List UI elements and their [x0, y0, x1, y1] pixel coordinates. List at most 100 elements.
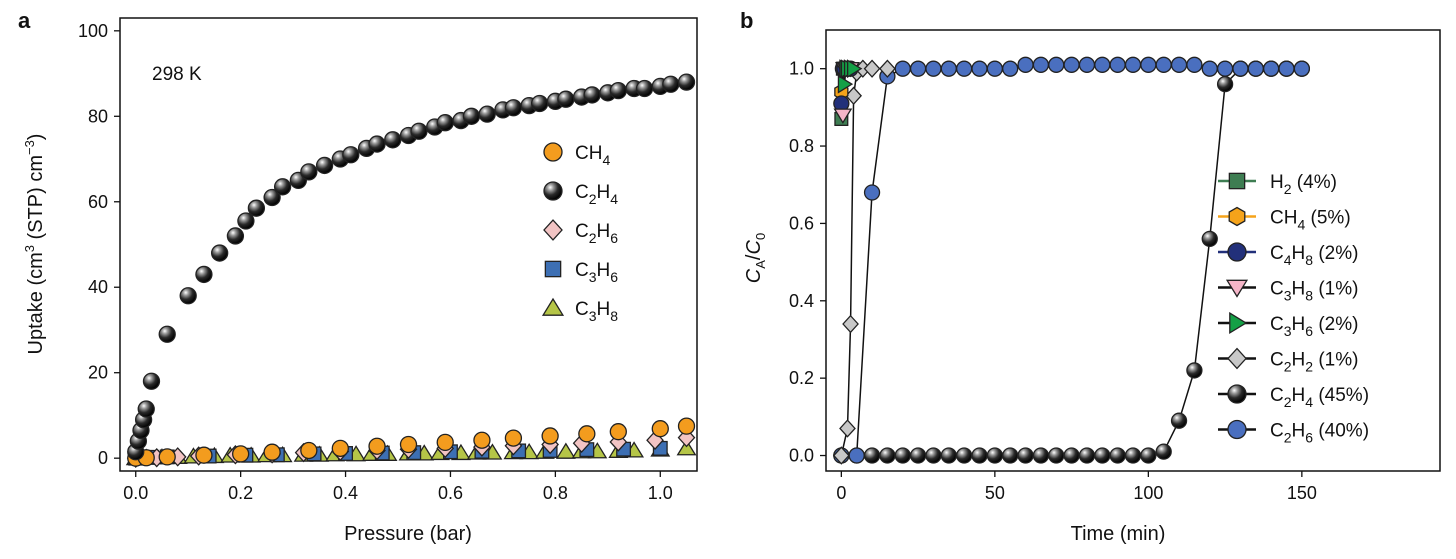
- legend-b: H2 (4%) CH4 (5%) C4H8 (2%) C3H8 (1%) C3H6 (2…: [1218, 172, 1369, 446]
- point-c2h4-45: [1109, 447, 1126, 464]
- legend-marker-c3h6: [544, 260, 562, 278]
- legend-label-c2h4-45: C2H4 (45%): [1270, 385, 1369, 410]
- legend-marker-c3h6-2: [1229, 311, 1248, 335]
- point-c2h6-40: [1140, 56, 1157, 73]
- point-ch4: [300, 441, 318, 460]
- point-c2h4: [436, 114, 454, 132]
- point-ch4: [541, 427, 559, 445]
- y-axis-label-b: CA/C0: [743, 233, 768, 283]
- temperature-annotation: 298 K: [152, 64, 202, 85]
- point-c2h4: [583, 86, 601, 104]
- point-ch4: [504, 429, 523, 447]
- x-axis-label-b: Time (min): [1071, 523, 1166, 545]
- point-c2h4-45: [956, 447, 973, 464]
- point-c2h4: [137, 400, 155, 418]
- point-c2h4: [677, 73, 696, 91]
- point-ch4: [331, 439, 349, 458]
- point-c2h4-45: [1140, 447, 1157, 464]
- point-c2h4: [179, 287, 197, 305]
- point-c2h4-45: [1048, 447, 1065, 464]
- panel-letter-a: a: [18, 8, 31, 33]
- legend-marker-c2h4: [543, 181, 563, 201]
- point-c2h6-40: [848, 447, 865, 464]
- a-x-tick-label: 0.0: [123, 483, 148, 503]
- legend-label-c3h6-2: C3H6 (2%): [1270, 314, 1358, 339]
- b-x-tick-label: 150: [1287, 483, 1317, 503]
- point-c2h4-45: [1216, 76, 1234, 93]
- point-c3h8: [676, 439, 697, 456]
- point-c2h6-40: [863, 184, 881, 201]
- legend-label-h2-4: H2 (4%): [1270, 172, 1337, 197]
- point-c2h4: [557, 90, 575, 108]
- point-c2h4: [211, 244, 229, 262]
- b-y-tick-label: 0.2: [789, 368, 814, 388]
- point-c2h4-45: [1032, 447, 1050, 464]
- panel-letter-b: b: [740, 8, 753, 33]
- point-c2h4: [315, 156, 334, 175]
- point-ch4: [399, 435, 418, 454]
- point-c2h6-40: [1216, 60, 1234, 77]
- a-x-tick-label: 0.4: [333, 483, 358, 503]
- point-c2h6-40: [1124, 56, 1142, 73]
- point-c2h4-45: [1063, 447, 1080, 464]
- point-c3h6-2: [837, 74, 854, 94]
- point-c2h4-45: [1186, 362, 1203, 379]
- point-c2h2-1: [839, 419, 856, 438]
- point-c2h4: [384, 131, 402, 149]
- legend-marker-c4h8-2: [1227, 242, 1247, 262]
- point-ch4: [195, 446, 213, 464]
- point-c2h6-40: [1155, 56, 1172, 73]
- point-c2h4-45: [863, 447, 881, 464]
- b-y-tick-label: 0.8: [789, 136, 814, 156]
- legend-label-c2h2-1: C2H2 (1%): [1270, 350, 1358, 375]
- legend-marker-ch4-5: [1228, 206, 1246, 227]
- a-y-tick-label: 80: [88, 106, 108, 126]
- point-c2h6-40: [971, 60, 988, 77]
- point-c2h6-40: [1063, 56, 1080, 73]
- legend-label-c2h6-40: C2H6 (40%): [1270, 421, 1369, 446]
- point-c2h4: [342, 146, 360, 164]
- point-c2h4-45: [925, 447, 942, 464]
- legend-label-c3h8: C3H8: [575, 299, 618, 324]
- point-c2h4: [504, 99, 523, 117]
- legend-marker-c2h6-40: [1227, 419, 1247, 440]
- point-c2h6-40: [1002, 60, 1019, 77]
- point-c2h4: [368, 135, 386, 153]
- a-y-tick-label: 40: [88, 277, 108, 297]
- point-c2h4: [662, 75, 680, 93]
- b-y-tick-label: 0.0: [789, 446, 814, 466]
- x-axis-label-a: Pressure (bar): [344, 523, 472, 545]
- legend-marker-c2h4-45: [1227, 384, 1247, 404]
- legend-label-c2h4: C2H4: [575, 182, 618, 207]
- point-c2h4-45: [1002, 447, 1019, 464]
- point-c2h4-45: [1078, 447, 1096, 464]
- point-c2h4: [237, 212, 255, 230]
- point-c2h4-45: [971, 447, 988, 464]
- point-c2h4-45: [1017, 447, 1034, 464]
- point-c2h4-45: [1124, 447, 1142, 464]
- point-c2h4: [273, 178, 292, 196]
- point-c2h2-1: [832, 446, 850, 465]
- plot-frame-a: [119, 17, 698, 472]
- point-c2h6-40: [956, 60, 973, 77]
- point-c2h2-1: [842, 314, 859, 334]
- point-c2h6-40: [1232, 60, 1249, 77]
- point-c2h4: [462, 107, 481, 125]
- point-c2h6-40: [940, 60, 957, 77]
- point-c3h6-2: [846, 59, 863, 79]
- point-ch4: [436, 433, 454, 452]
- legend-marker-c2h6: [543, 219, 563, 241]
- b-x-tick-label: 100: [1133, 483, 1163, 503]
- point-c2h6-40: [1186, 56, 1203, 73]
- point-c2h6-40: [1170, 56, 1188, 73]
- panel-b: b 0 50 100 150 0.0 0.2 0.4 0.6 0.8 1.0 Time (min)…: [740, 8, 1441, 545]
- plot-frame-b: [825, 29, 1441, 472]
- point-c2h4: [478, 105, 496, 123]
- point-c2h4: [195, 265, 213, 284]
- a-x-tick-label: 0.2: [228, 483, 253, 503]
- point-c2h6-40: [986, 60, 1003, 77]
- point-c2h6-40: [1109, 56, 1126, 73]
- point-c2h4-45: [1201, 230, 1218, 248]
- point-c2h2-1: [845, 86, 863, 105]
